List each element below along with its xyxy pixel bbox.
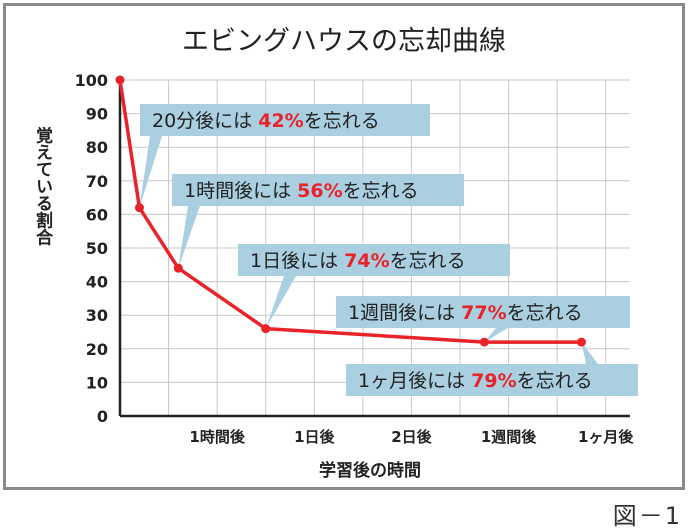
annotation-callout: 1時間後には 56%を忘れる <box>172 174 464 269</box>
annotation-callout: 1日後には 74%を忘れる <box>238 244 510 329</box>
callout-text: 1ヶ月後には 79%を忘れる <box>358 370 593 392</box>
callout-suffix: を忘れる <box>517 370 593 392</box>
x-tick-label: 1時間後 <box>189 428 245 446</box>
annotation-callout: 1ヶ月後には 79%を忘れる <box>346 342 638 396</box>
callout-prefix: 20分後には <box>152 110 258 132</box>
forgetting-curve-chart: エビングハウスの忘却曲線 0 10 20 30 40 50 60 70 80 90 100 1時間後… <box>32 26 638 481</box>
y-tick-label: 40 <box>86 273 108 292</box>
data-point <box>576 337 586 347</box>
callout-prefix: 1時間後には <box>184 180 297 202</box>
callout-box <box>238 244 510 276</box>
callout-tail <box>139 136 162 208</box>
x-tick-label: 2日後 <box>391 428 432 446</box>
chart-title: エビングハウスの忘却曲線 <box>182 26 506 57</box>
callout-suffix: を忘れる <box>343 180 419 202</box>
callout-box <box>172 174 464 206</box>
callout-value: 74% <box>344 250 389 272</box>
y-tick-label: 80 <box>86 138 108 157</box>
y-tick-label: 70 <box>86 172 108 191</box>
y-axis-label: 覚えている割合 <box>32 125 53 246</box>
y-tick-label: 50 <box>86 239 108 258</box>
annotation-callout: 20分後には 42%を忘れる <box>139 104 430 208</box>
callout-value: 56% <box>297 180 342 202</box>
data-point <box>115 75 125 85</box>
callout-prefix: 1日後には <box>250 250 344 272</box>
annotation-callout: 1週間後には 77%を忘れる <box>336 296 630 343</box>
data-point <box>173 263 183 273</box>
data-point <box>134 203 144 213</box>
callout-tail <box>265 276 296 329</box>
data-point <box>261 324 271 334</box>
callout-text: 20分後には 42%を忘れる <box>152 110 380 132</box>
callout-box <box>336 296 630 328</box>
x-tick-label: 1ヶ月後 <box>578 428 634 446</box>
y-tick-label: 100 <box>75 71 108 90</box>
y-tick-label: 90 <box>86 105 108 124</box>
callout-text: 1週間後には 77%を忘れる <box>348 302 583 324</box>
callout-box <box>140 104 430 136</box>
callout-prefix: 1ヶ月後には <box>358 370 471 392</box>
y-tick-label: 10 <box>86 373 108 392</box>
series-line <box>118 79 582 344</box>
y-tick-label: 20 <box>86 340 108 359</box>
x-tick-label: 1週間後 <box>481 428 537 446</box>
axes <box>118 76 630 418</box>
data-series <box>115 75 586 347</box>
callout-suffix: を忘れる <box>304 110 380 132</box>
callout-value: 77% <box>461 302 506 324</box>
callout-text: 1時間後には 56%を忘れる <box>184 180 419 202</box>
y-tick-label: 0 <box>97 407 108 426</box>
callout-text: 1日後には 74%を忘れる <box>250 250 466 272</box>
chart-frame: エビングハウスの忘却曲線 0 10 20 30 40 50 60 70 80 90 100 1時間後… <box>3 3 685 490</box>
callout-value: 42% <box>258 110 303 132</box>
y-tick-label: 30 <box>86 306 108 325</box>
callout-tail <box>178 206 200 269</box>
x-axis-label: 学習後の時間 <box>319 460 421 481</box>
y-tick-labels: 0 10 20 30 40 50 60 70 80 90 100 <box>75 71 108 426</box>
callout-box <box>346 364 638 396</box>
y-tick-label: 60 <box>86 205 108 224</box>
callout-tail <box>484 328 508 343</box>
callout-tail <box>581 342 598 364</box>
x-tick-label: 1日後 <box>294 428 335 446</box>
callout-suffix: を忘れる <box>507 302 583 324</box>
callout-value: 79% <box>471 370 516 392</box>
figure-label: 図－1 <box>612 502 682 530</box>
callout-prefix: 1週間後には <box>348 302 461 324</box>
callout-suffix: を忘れる <box>390 250 466 272</box>
data-point <box>479 337 489 347</box>
x-tick-labels: 1時間後 1日後 2日後 1週間後 1ヶ月後 <box>189 428 634 446</box>
